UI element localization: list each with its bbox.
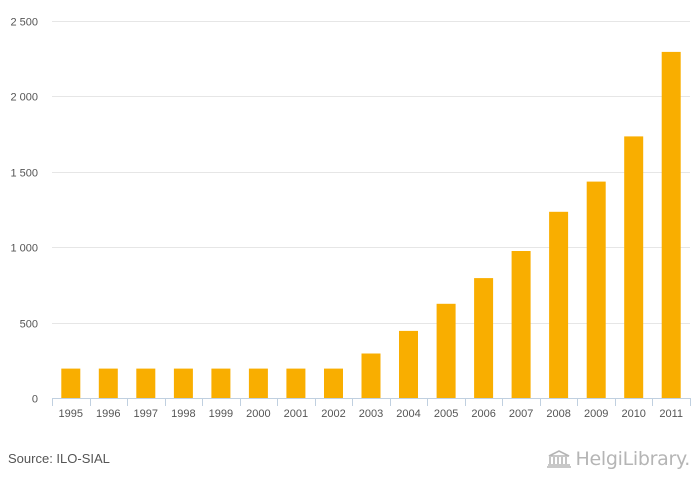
x-tick-label-2006: 2006 (471, 408, 495, 420)
bar-1998[interactable] (173, 368, 193, 398)
x-tick-label-2000: 2000 (246, 408, 270, 420)
x-tick-label-1995: 1995 (59, 408, 83, 420)
x-tick-label-1996: 1996 (96, 408, 120, 420)
chart-x-tick-labels: 1995 1996 1997 1998 1999 2000 2001 2002 2003 2004… (59, 408, 683, 420)
bar-1995[interactable] (61, 368, 81, 398)
y-tick-label: 500 (20, 319, 38, 331)
bar-2002[interactable] (324, 368, 343, 398)
y-tick-label: 1 000 (10, 243, 38, 255)
bar-2005[interactable] (436, 303, 456, 399)
bar-2009[interactable] (586, 181, 606, 398)
chart-y-tick-labels: 0 500 1 000 1 500 2 000 2 500 (10, 17, 38, 406)
x-tick-label-1998: 1998 (171, 408, 195, 420)
y-tick-label: 1 500 (10, 168, 38, 180)
x-tick-label-2011: 2011 (659, 408, 683, 420)
bar-2004[interactable] (399, 330, 418, 398)
bar-2000[interactable] (248, 368, 268, 398)
chart-grid (52, 21, 690, 324)
y-tick-label: 2 000 (10, 92, 38, 104)
x-tick-label-2001: 2001 (284, 408, 308, 420)
chart-x-axis (52, 398, 691, 406)
x-tick-label-2002: 2002 (321, 408, 345, 420)
x-tick-label-2007: 2007 (509, 408, 533, 420)
bar-2001[interactable] (286, 368, 306, 398)
bar-2011[interactable] (661, 51, 681, 399)
bar-2003[interactable] (361, 353, 381, 399)
x-tick-label-1997: 1997 (134, 408, 158, 420)
x-tick-label-2008: 2008 (546, 408, 570, 420)
x-tick-label-2010: 2010 (621, 408, 645, 420)
y-tick-label: 0 (32, 394, 38, 406)
x-tick-label-1999: 1999 (209, 408, 233, 420)
x-tick-label-2009: 2009 (584, 408, 608, 420)
bar-1999[interactable] (211, 368, 231, 398)
bar-2006[interactable] (474, 278, 494, 398)
helgi-library-logo[interactable]: HelgiLibrary. (546, 448, 690, 470)
source-note: Source: ILO-SIAL (8, 451, 110, 466)
x-tick-label-2003: 2003 (359, 408, 383, 420)
logo-text: HelgiLibrary. (575, 448, 691, 470)
chart-bars (61, 51, 681, 399)
y-tick-label: 2 500 (10, 17, 38, 29)
bar-1997[interactable] (136, 368, 156, 398)
bar-2008[interactable] (549, 211, 569, 398)
bar-1996[interactable] (98, 368, 118, 398)
library-building-icon (546, 450, 571, 468)
bar-2007[interactable] (511, 251, 531, 398)
x-tick-label-2004: 2004 (396, 408, 420, 420)
x-tick-label-2005: 2005 (434, 408, 458, 420)
bar-2010[interactable] (624, 136, 644, 398)
